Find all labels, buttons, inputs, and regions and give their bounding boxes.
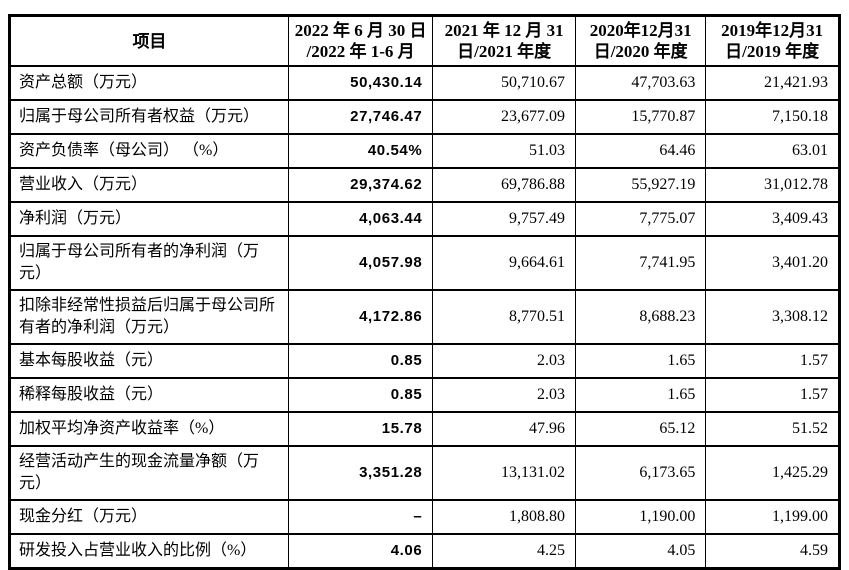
- row-label: 营业收入（万元）: [9, 167, 289, 203]
- cell-value: 4.25: [432, 533, 577, 570]
- cell-value: 2.03: [432, 343, 577, 379]
- cell-value: 1.57: [705, 377, 840, 413]
- cell-value: 3,351.28: [287, 445, 434, 501]
- column-header-2020: 2020年12月31 日/2020 年度: [575, 14, 707, 67]
- table-row: 经营活动产生的现金流量净额（万元） 3,351.28 13,131.02 6,173.…: [9, 445, 840, 501]
- column-header-2022: 2022 年 6 月 30 日 /2022 年 1-6 月: [287, 14, 434, 67]
- row-label: 基本每股收益（元）: [9, 343, 289, 379]
- cell-value: 40.54%: [287, 133, 434, 169]
- cell-value: 1.65: [575, 377, 707, 413]
- cell-value: 8,688.23: [575, 289, 707, 345]
- cell-value: 1,190.00: [575, 499, 707, 535]
- table-row: 基本每股收益（元） 0.85 2.03 1.65 1.57: [9, 343, 840, 379]
- cell-value: 1.65: [575, 343, 707, 379]
- cell-value: 1,808.80: [432, 499, 577, 535]
- cell-value: 7,150.18: [705, 99, 840, 135]
- table-row: 归属于母公司所有者的净利润（万元） 4,057.98 9,664.61 7,741.9…: [9, 235, 840, 291]
- cell-value: 9,664.61: [432, 235, 577, 291]
- cell-value: 7,775.07: [575, 201, 707, 237]
- row-label: 经营活动产生的现金流量净额（万元）: [9, 445, 289, 501]
- cell-value: 31,012.78: [705, 167, 840, 203]
- table-row: 营业收入（万元） 29,374.62 69,786.88 55,927.19 31,01…: [9, 167, 840, 203]
- table-row: 归属于母公司所有者权益（万元） 27,746.47 23,677.09 15,770.…: [9, 99, 840, 135]
- cell-value: –: [287, 499, 434, 535]
- table-row: 稀释每股收益（元） 0.85 2.03 1.65 1.57: [9, 377, 840, 413]
- cell-value: 7,741.95: [575, 235, 707, 291]
- cell-value: 47.96: [432, 411, 577, 447]
- cell-value: 29,374.62: [287, 167, 434, 203]
- cell-value: 69,786.88: [432, 167, 577, 203]
- cell-value: 0.85: [287, 343, 434, 379]
- cell-value: 4.59: [705, 533, 840, 570]
- table-row: 资产负债率（母公司） （%） 40.54% 51.03 64.46 63.01: [9, 133, 840, 169]
- row-label: 扣除非经常性损益后归属于母公司所有者的净利润（万元）: [9, 289, 289, 345]
- financial-summary-table: 项目 2022 年 6 月 30 日 /2022 年 1-6 月 2021 年 …: [8, 14, 841, 570]
- cell-value: 3,308.12: [705, 289, 840, 345]
- cell-value: 65.12: [575, 411, 707, 447]
- cell-value: 1,425.29: [705, 445, 840, 501]
- row-label: 加权平均净资产收益率（%）: [9, 411, 289, 447]
- cell-value: 15,770.87: [575, 99, 707, 135]
- cell-value: 4.05: [575, 533, 707, 570]
- table-body: 资产总额（万元） 50,430.14 50,710.67 47,703.63 21,42…: [9, 65, 840, 570]
- cell-value: 8,770.51: [432, 289, 577, 345]
- row-label: 现金分红（万元）: [9, 499, 289, 535]
- cell-value: 9,757.49: [432, 201, 577, 237]
- cell-value: 4.06: [287, 533, 434, 570]
- cell-value: 3,401.20: [705, 235, 840, 291]
- cell-value: 63.01: [705, 133, 840, 169]
- row-label: 资产负债率（母公司） （%）: [9, 133, 289, 169]
- table-header: 项目 2022 年 6 月 30 日 /2022 年 1-6 月 2021 年 …: [9, 14, 840, 67]
- cell-value: 13,131.02: [432, 445, 577, 501]
- column-header-item: 项目: [9, 14, 289, 67]
- cell-value: 51.52: [705, 411, 840, 447]
- cell-value: 50,430.14: [287, 65, 434, 101]
- table-row: 扣除非经常性损益后归属于母公司所有者的净利润（万元） 4,172.86 8,770.…: [9, 289, 840, 345]
- header-row: 项目 2022 年 6 月 30 日 /2022 年 1-6 月 2021 年 …: [9, 14, 840, 67]
- column-header-2021: 2021 年 12 月 31 日/2021 年度: [432, 14, 577, 67]
- table-row: 加权平均净资产收益率（%） 15.78 47.96 65.12 51.52: [9, 411, 840, 447]
- row-label: 净利润（万元）: [9, 201, 289, 237]
- cell-value: 50,710.67: [432, 65, 577, 101]
- cell-value: 6,173.65: [575, 445, 707, 501]
- row-label: 资产总额（万元）: [9, 65, 289, 101]
- cell-value: 47,703.63: [575, 65, 707, 101]
- cell-value: 55,927.19: [575, 167, 707, 203]
- table-row: 资产总额（万元） 50,430.14 50,710.67 47,703.63 21,42…: [9, 65, 840, 101]
- table-row: 净利润（万元） 4,063.44 9,757.49 7,775.07 3,409.43: [9, 201, 840, 237]
- row-label: 稀释每股收益（元）: [9, 377, 289, 413]
- table-row: 现金分红（万元） –1,808.80 1,190.00 1,199.00: [9, 499, 840, 535]
- row-label: 归属于母公司所有者的净利润（万元）: [9, 235, 289, 291]
- table-row: 研发投入占营业收入的比例（%） 4.06 4.25 4.05 4.59: [9, 533, 840, 570]
- row-label: 归属于母公司所有者权益（万元）: [9, 99, 289, 135]
- cell-value: 64.46: [575, 133, 707, 169]
- cell-value: 2.03: [432, 377, 577, 413]
- row-label: 研发投入占营业收入的比例（%）: [9, 533, 289, 570]
- cell-value: 4,057.98: [287, 235, 434, 291]
- cell-value: 3,409.43: [705, 201, 840, 237]
- cell-value: 23,677.09: [432, 99, 577, 135]
- column-header-2019: 2019年12月31 日/2019 年度: [705, 14, 840, 67]
- cell-value: 21,421.93: [705, 65, 840, 101]
- cell-value: 27,746.47: [287, 99, 434, 135]
- cell-value: 15.78: [287, 411, 434, 447]
- cell-value: 4,063.44: [287, 201, 434, 237]
- cell-value: 4,172.86: [287, 289, 434, 345]
- cell-value: 1,199.00: [705, 499, 840, 535]
- cell-value: 51.03: [432, 133, 577, 169]
- cell-value: 0.85: [287, 377, 434, 413]
- cell-value: 1.57: [705, 343, 840, 379]
